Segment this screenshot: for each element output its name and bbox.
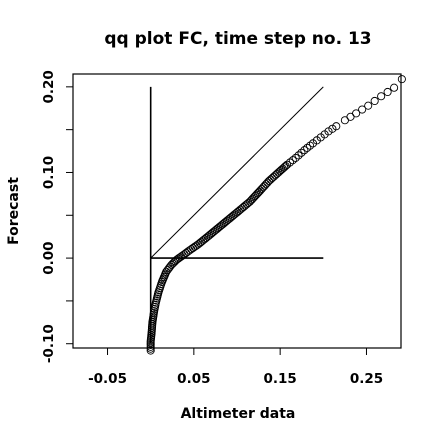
data-point xyxy=(294,151,303,160)
data-point xyxy=(285,158,294,167)
y-tick-label: -0.10 xyxy=(41,324,57,363)
data-points xyxy=(146,75,406,355)
plot-frame xyxy=(72,73,402,349)
data-point xyxy=(303,143,312,152)
data-point xyxy=(370,96,379,106)
data-point xyxy=(288,156,297,165)
reference-lines xyxy=(149,86,324,344)
reference-line-diagonal xyxy=(150,86,324,259)
y-axis-label: Forecast xyxy=(6,177,22,245)
data-point xyxy=(358,105,367,114)
chart-title: qq plot FC, time step no. 13 xyxy=(104,29,371,49)
data-point xyxy=(254,187,264,196)
data-point xyxy=(291,153,300,162)
x-tick-label: 0.15 xyxy=(264,371,297,387)
data-point xyxy=(383,87,392,97)
data-point xyxy=(283,160,292,169)
y-tick-label: 0.00 xyxy=(41,241,57,274)
data-point xyxy=(352,109,361,118)
data-point xyxy=(377,92,386,101)
data-point xyxy=(253,189,262,198)
y-tick-label: 0.20 xyxy=(41,70,57,103)
x-tick-label: 0.25 xyxy=(350,371,383,387)
data-point xyxy=(263,178,272,187)
data-point xyxy=(280,163,289,172)
x-tick-label: -0.05 xyxy=(88,371,127,387)
x-tick-label: 0.05 xyxy=(177,371,210,387)
x-axis-label: Altimeter data xyxy=(181,406,296,422)
data-point xyxy=(272,169,281,178)
data-point xyxy=(332,122,341,131)
data-point xyxy=(364,101,373,110)
x-axis: -0.05 0.05 0.15 0.25 xyxy=(88,348,383,387)
data-point xyxy=(397,75,406,84)
data-point xyxy=(146,338,155,348)
y-axis: -0.10 0.00 0.10 0.20 xyxy=(41,70,73,363)
data-point xyxy=(244,198,253,207)
data-point xyxy=(297,148,306,157)
data-point xyxy=(390,83,399,92)
y-tick-label: 0.10 xyxy=(41,156,57,189)
data-point xyxy=(306,141,315,150)
data-point xyxy=(300,146,309,155)
